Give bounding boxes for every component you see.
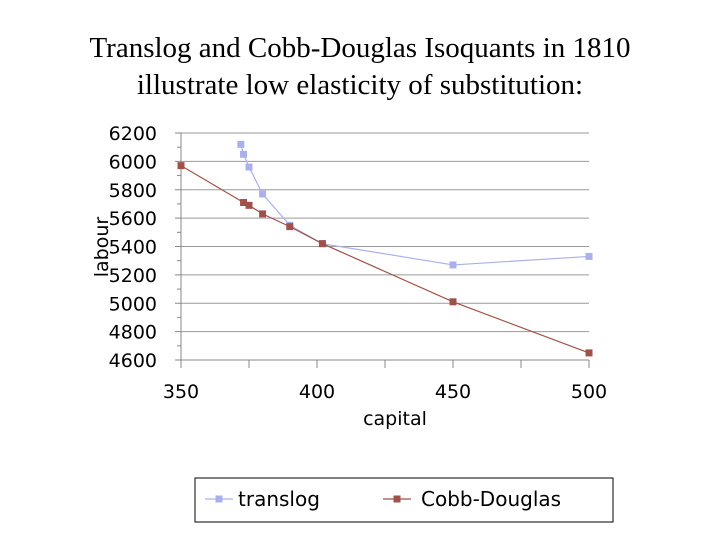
x-tick-label: 450 [435, 381, 471, 403]
cobb-douglas-point [177, 162, 185, 170]
x-axis-title: capital [363, 408, 427, 430]
x-tick-label: 350 [163, 381, 199, 403]
series-layer [177, 140, 593, 357]
cobb-douglas-point [449, 298, 457, 306]
translog-point [259, 190, 267, 198]
legend-cobb-douglas-label: Cobb-Douglas [421, 487, 561, 511]
translog-point [245, 163, 253, 171]
cobb-douglas-point [259, 210, 267, 218]
y-tick-label: 5600 [109, 208, 157, 230]
title-line-1: Translog and Cobb-Douglas Isoquants in 1… [89, 32, 631, 64]
cobb-douglas-line [180, 165, 590, 354]
y-tick-label: 6200 [109, 123, 157, 145]
legend-translog-marker [215, 495, 223, 503]
translog-point [240, 150, 248, 158]
y-tick-label: 4600 [109, 350, 157, 372]
cobb-douglas-point [240, 199, 248, 207]
y-tick-label: 4800 [109, 322, 157, 344]
legend-cobb-douglas-marker [393, 495, 401, 503]
tick-labels: 4600 4800 5000 5200 5400 5600 5800 6000 6200 350 4… [109, 123, 607, 403]
grid-lines [181, 132, 589, 333]
translog-point [237, 140, 245, 148]
y-tick-label: 6000 [109, 151, 157, 173]
y-tick-label: 5000 [109, 293, 157, 315]
axes [175, 132, 590, 368]
legend: translog Cobb-Douglas [194, 477, 614, 523]
cobb-douglas-point [286, 223, 294, 231]
legend-translog-label: translog [238, 487, 320, 511]
translog-point [449, 261, 457, 269]
cobb-douglas-point [318, 240, 326, 248]
y-tick-label: 5200 [109, 265, 157, 287]
title-line-2: illustrate low elasticity of substitutio… [136, 69, 584, 101]
y-tick-label: 5800 [109, 180, 157, 202]
cobb-douglas-point [585, 349, 593, 357]
x-tick-label: 400 [299, 381, 335, 403]
translog-point [585, 252, 593, 260]
legend-box [194, 477, 614, 523]
x-tick-label: 500 [571, 381, 607, 403]
y-axis-title: labour [91, 217, 113, 278]
slide-title: Translog and Cobb-Douglas Isoquants in 1… [0, 30, 720, 104]
y-tick-label: 5400 [109, 237, 157, 259]
cobb-douglas-point [245, 201, 253, 209]
